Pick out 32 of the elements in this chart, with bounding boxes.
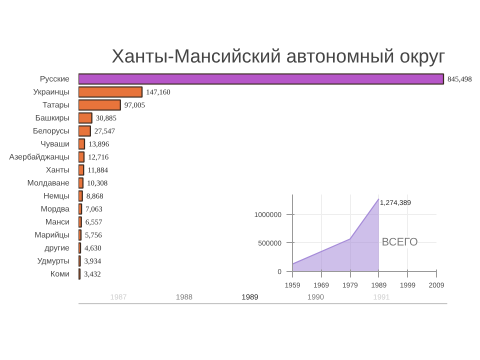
y-tick-label: Немцы (43, 192, 70, 200)
bar (78, 190, 83, 202)
y-tick-label: Украинцы (33, 88, 70, 96)
bar (78, 86, 143, 98)
bar (78, 242, 82, 254)
y-tick-label: Марийцы (34, 230, 70, 240)
bar (78, 112, 92, 124)
bar (78, 164, 84, 176)
y-tick-label: Коми (50, 270, 70, 278)
y-tick-label: Удмурты (37, 256, 70, 266)
bar (78, 203, 82, 215)
y-tick-label: Манси (45, 218, 70, 226)
y-tick-label: Мордва (40, 204, 70, 214)
chart-title: Ханты-Мансийский автономный округ (112, 46, 446, 68)
y-tick-label: Башкиры (35, 114, 70, 122)
annotation: ВСЕГО (382, 236, 418, 248)
bar (78, 99, 121, 111)
bar (78, 229, 82, 241)
y-tick-label: Татары (42, 100, 70, 110)
bar (78, 125, 91, 137)
bar (78, 216, 82, 228)
bar (78, 138, 86, 150)
bar (78, 177, 84, 189)
y-tick-label: Молдаване (27, 178, 70, 188)
y-tick-label: Чуваши (40, 140, 70, 148)
bar (78, 151, 85, 163)
y-tick-label: Русские (40, 74, 70, 84)
y-tick-label: Азербайджанцы (9, 152, 70, 162)
y-tick-label: другие (44, 244, 70, 252)
y-tick-label: Белорусы (32, 126, 70, 136)
y-tick-label: Ханты (46, 166, 70, 174)
bar (78, 73, 444, 85)
